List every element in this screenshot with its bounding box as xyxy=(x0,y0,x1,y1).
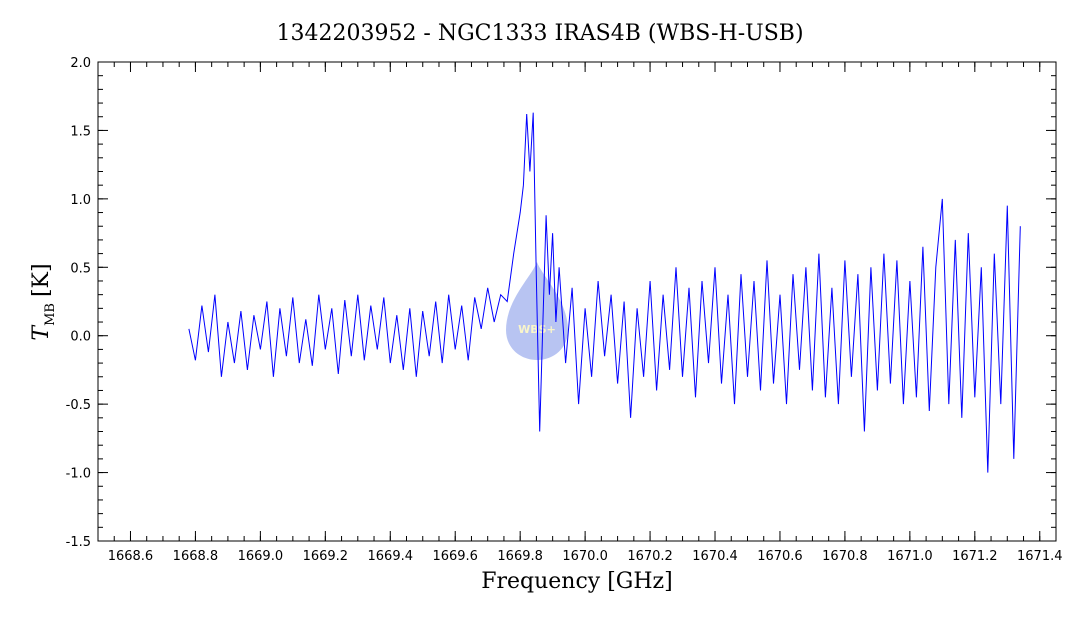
spectrum-series-line xyxy=(188,112,1021,473)
y-tick-label: 2.0 xyxy=(70,56,91,71)
y-tick-label: 1.0 xyxy=(70,193,91,208)
chart-title: 1342203952 - NGC1333 IRAS4B (WBS-H-USB) xyxy=(276,21,803,46)
x-tick-label: 1671.0 xyxy=(887,549,933,564)
y-axis-tick-labels: -1.5 -1.0 -0.5 0.0 0.5 1.0 1.5 2.0 xyxy=(66,56,91,550)
y-tick-label: 1.5 xyxy=(70,124,91,139)
y-tick-label: -1.0 xyxy=(66,467,91,482)
y-axis-ticks xyxy=(98,61,1056,542)
x-tick-label: 1669.0 xyxy=(238,549,284,564)
x-tick-label: 1670.6 xyxy=(757,549,803,564)
y-tick-label: 0.5 xyxy=(70,261,91,276)
x-tick-label: 1668.6 xyxy=(108,549,154,564)
x-tick-label: 1671.4 xyxy=(1017,549,1063,564)
x-tick-label: 1669.8 xyxy=(497,549,543,564)
y-tick-label: 0.0 xyxy=(70,330,91,345)
x-tick-label: 1670.0 xyxy=(562,549,608,564)
x-axis-label: Frequency [GHz] xyxy=(481,569,673,594)
svg-text:TMB[K]: TMB [K] xyxy=(29,263,58,340)
x-tick-label: 1668.8 xyxy=(173,549,219,564)
x-tick-label: 1669.6 xyxy=(432,549,478,564)
x-tick-label: 1670.8 xyxy=(822,549,868,564)
y-tick-label: -1.5 xyxy=(66,535,91,550)
x-axis-tick-labels: 1668.6 1668.8 1669.0 1669.2 1669.4 1669.6 1669… xyxy=(108,549,1063,564)
x-tick-label: 1669.4 xyxy=(368,549,414,564)
y-tick-label: -0.5 xyxy=(66,398,91,413)
plot-frame xyxy=(97,61,1057,542)
y-axis-label: TMB [K] xyxy=(29,263,58,340)
y-axis-label-unit: [K] xyxy=(29,263,54,297)
x-tick-label: 1670.4 xyxy=(692,549,738,564)
x-tick-label: 1671.2 xyxy=(952,549,998,564)
y-axis-label-subscript: MB xyxy=(43,303,58,326)
x-axis-ticks xyxy=(113,62,1057,541)
x-tick-label: 1669.2 xyxy=(303,549,349,564)
x-tick-label: 1670.2 xyxy=(627,549,673,564)
y-axis-label-main: T xyxy=(29,324,54,341)
